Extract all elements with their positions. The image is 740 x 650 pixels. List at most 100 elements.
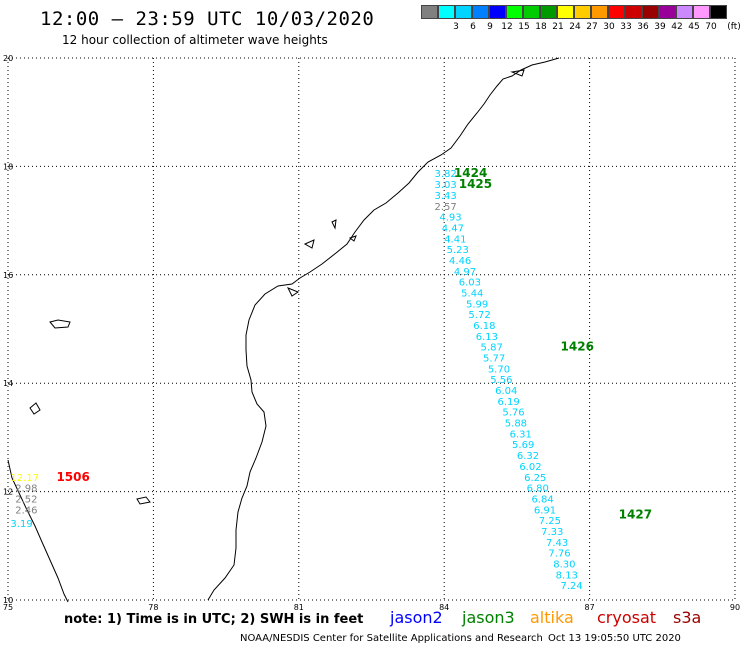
legend-label: 15 [518,22,530,32]
wave-height-value: 7.43 [546,538,568,549]
lon-tick-label: 81 [294,603,304,612]
lat-tick-label: 20 [3,54,13,63]
island [286,287,300,297]
footer-note: note: 1) Time is in UTC; 2) SWH is in fe… [64,612,364,627]
lat-tick-label: 16 [3,271,13,280]
island [49,319,71,329]
legend-swatch [540,5,557,19]
legend-label: 3 [453,22,459,32]
wave-height-value: 5.70 [488,364,510,375]
wave-height-value: 4.93 [439,213,461,224]
timestamp: Oct 13 19:05:50 UTC 2020 [548,633,681,644]
lat-tick-label: 18 [3,162,13,171]
wave-height-value: 6.25 [524,473,546,484]
wave-height-value: 4.41 [444,234,466,245]
legend-label: 70 [705,22,717,32]
wave-height-value: 5.72 [468,310,490,321]
wave-height-value: 7.76 [548,549,570,560]
coastline-west-india [7,459,69,603]
island [348,235,357,242]
wave-height-value: 5.87 [481,343,503,354]
lat-tick-label: 14 [3,379,13,388]
legend-swatch [506,5,523,19]
wave-height-value: 5.56 [490,375,512,386]
wave-height-value: 5.69 [512,440,534,451]
legend-swatch [676,5,693,19]
lat-tick-label: 12 [3,488,13,497]
island [303,239,315,249]
legend-swatch [438,5,455,19]
wave-height-value: 6.04 [495,386,517,397]
wave-height-value: 6.18 [473,321,495,332]
wave-height-value: 5.88 [505,419,527,430]
wave-height-value: 7.25 [539,516,561,527]
map-subtitle: 12 hour collection of altimeter wave hei… [62,33,328,47]
wave-height-value: 6.91 [534,505,556,516]
wave-height-value: 3.82 [435,169,457,180]
wave-height-value: 5.23 [447,245,469,256]
wave-height-value: 3.43 [435,191,457,202]
legend-swatch [625,5,642,19]
legend-label: 27 [586,22,598,32]
coastline [7,57,560,603]
island [136,496,151,505]
lon-tick-label: 75 [3,603,13,612]
wave-height-value: 6.84 [531,494,553,505]
wave-height-value: 8.30 [553,559,575,570]
coastline-east-india [207,57,560,601]
map-title: 12:00 – 23:59 UTC 10/03/2020 [40,8,375,30]
pass-label: 1425 [459,177,492,191]
legend-swatch [659,5,676,19]
credit-text: NOAA/NESDIS Center for Satellite Applica… [240,633,543,644]
altimeter-tracks: 3.823.033.432.574.934.474.415.234.464.97… [10,169,582,592]
lon-tick-label: 90 [730,603,740,612]
satellite-cryosat: cryosat [597,608,657,627]
legend-label: 12 [501,22,513,32]
wave-height-value: 8.13 [556,570,578,581]
legend-label: 24 [569,22,581,32]
legend-label: 36 [637,22,649,32]
legend-swatch [710,5,727,19]
wave-height-value: 6.02 [519,462,541,473]
lat-tick-label: 10 [3,596,13,605]
legend-label: 42 [671,22,683,32]
legend-swatch [472,5,489,19]
wave-height-value: 12.17 [10,473,39,484]
satellite-altika: altika [530,608,574,627]
wave-height-value: 5.44 [461,288,483,299]
axis-labels: 75 78 81 84 87 90 20 18 16 14 12 10 [3,54,740,612]
wave-height-value: 3.03 [435,180,457,191]
satellite-s3a: s3a [673,608,702,627]
legend-unit: (ft) [727,22,740,32]
legend-label: 45 [688,22,700,32]
wave-height-value: 7.24 [561,581,583,592]
wave-height-value: 6.13 [476,332,498,343]
legend-swatch [693,5,710,19]
legend-label: 9 [487,22,493,32]
wave-height-value: 2.57 [435,202,457,213]
wave-height-value: 5.77 [483,354,505,365]
lon-tick-label: 78 [148,603,158,612]
wave-height-value: 4.97 [454,267,476,278]
legend-swatch [574,5,591,19]
wave-height-value: 5.76 [502,408,524,419]
legend-label: 18 [535,22,547,32]
wave-height-value: 6.80 [527,484,549,495]
legend-swatch [642,5,659,19]
wave-height-value: 4.46 [449,256,471,267]
legend-label: 6 [470,22,476,32]
legend-swatch [608,5,625,19]
legend-swatch [421,5,438,19]
satellite-jason3: jason3 [462,608,515,627]
legend-swatch [557,5,574,19]
wave-height-value: 3.19 [10,519,32,530]
lon-tick-label: 87 [585,603,595,612]
pass-label: 1506 [56,470,89,484]
pass-label: 1426 [561,340,594,354]
legend-label: 33 [620,22,632,32]
wave-height-value: 6.32 [517,451,539,462]
pass-label: 1427 [619,508,652,522]
legend-swatch [455,5,472,19]
